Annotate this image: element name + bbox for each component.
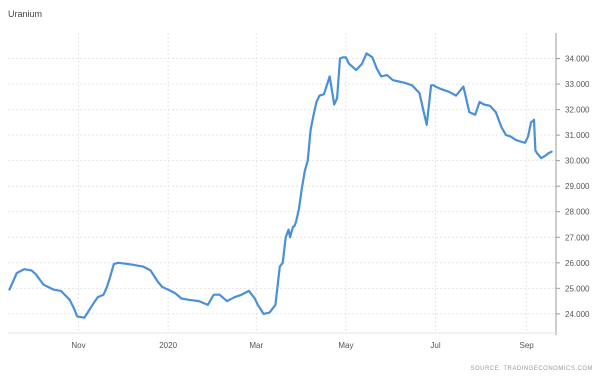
y-tick-label: 27.000 bbox=[565, 233, 590, 242]
y-tick-label: 33.000 bbox=[565, 80, 590, 89]
y-tick-label: 28.000 bbox=[565, 208, 590, 217]
chart-title: Uranium bbox=[8, 9, 43, 19]
x-tick-label: Sep bbox=[519, 341, 534, 350]
series-layer bbox=[8, 52, 553, 319]
x-tick-label: Mar bbox=[249, 341, 263, 350]
y-tick-label: 26.000 bbox=[565, 259, 590, 268]
y-tick-label: 30.000 bbox=[565, 157, 590, 166]
y-tick-label: 34.000 bbox=[565, 55, 590, 64]
y-tick-label: 32.000 bbox=[565, 106, 590, 115]
y-tick-label: 24.000 bbox=[565, 310, 590, 319]
x-tick-label: Jul bbox=[430, 341, 440, 350]
y-tick-label: 25.000 bbox=[565, 284, 590, 293]
chart-source: SOURCE: TRADINGECONOMICS.COM bbox=[470, 366, 593, 372]
axis-layer: 24.000 25.000 26.000 27.000 28.000 29.000 30.0… bbox=[8, 33, 590, 350]
y-tick-label: 29.000 bbox=[565, 182, 590, 191]
grid-layer bbox=[8, 33, 556, 333]
y-tick-label: 31.000 bbox=[565, 131, 590, 140]
series-line bbox=[8, 52, 553, 319]
x-tick-label: 2020 bbox=[159, 341, 177, 350]
x-tick-label: Nov bbox=[71, 341, 85, 350]
x-tick-label: May bbox=[338, 341, 353, 350]
